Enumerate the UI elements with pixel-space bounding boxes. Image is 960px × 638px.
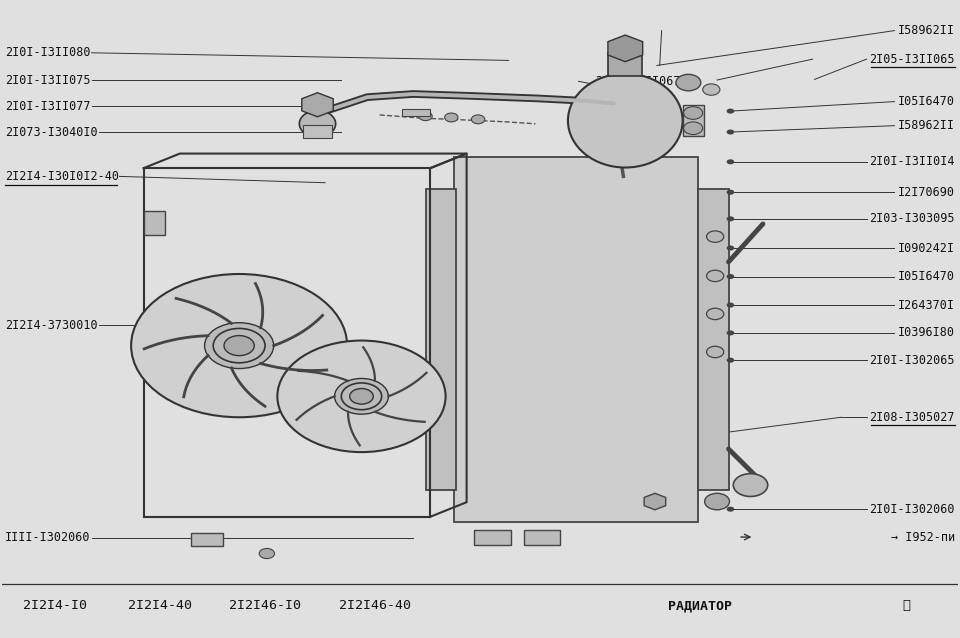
Text: 2I2I4-I0: 2I2I4-I0	[23, 599, 86, 612]
Circle shape	[727, 358, 734, 363]
Text: 2I05-I3II065: 2I05-I3II065	[870, 52, 955, 66]
Circle shape	[727, 130, 734, 135]
Text: 2I0I-I3II075: 2I0I-I3II075	[5, 73, 90, 87]
Text: I58962II: I58962II	[898, 24, 955, 37]
Text: I2I70690: I2I70690	[898, 186, 955, 198]
Circle shape	[707, 346, 724, 358]
Circle shape	[707, 271, 724, 281]
Circle shape	[277, 341, 445, 452]
Text: 䘃: 䘃	[902, 599, 910, 612]
Bar	[608, 54, 642, 76]
Text: → I952-пи: → I952-пи	[891, 531, 955, 544]
Bar	[474, 530, 511, 545]
Text: 2I0I-I302060: 2I0I-I302060	[870, 503, 955, 516]
Text: 2I0I-I3II077: 2I0I-I3II077	[5, 100, 90, 112]
Circle shape	[703, 84, 720, 95]
Text: 2I073-I3040I0: 2I073-I3040I0	[5, 126, 98, 138]
Text: 2I2I4-I30I0I2-40: 2I2I4-I30I0I2-40	[5, 170, 119, 183]
Text: 2I2I4-40: 2I2I4-40	[128, 599, 192, 612]
Circle shape	[727, 274, 734, 279]
Circle shape	[727, 246, 734, 251]
Text: РАДИАТОР: РАДИАТОР	[668, 599, 732, 612]
Text: I05I6470: I05I6470	[898, 270, 955, 283]
Circle shape	[684, 107, 703, 119]
Text: 2I0I-I302065: 2I0I-I302065	[870, 353, 955, 367]
Text: I090242I: I090242I	[898, 242, 955, 255]
Circle shape	[727, 507, 734, 512]
Circle shape	[727, 189, 734, 195]
Circle shape	[419, 112, 432, 121]
Bar	[144, 168, 430, 517]
Bar	[683, 105, 704, 137]
Text: 2I03-I303095: 2I03-I303095	[870, 212, 955, 225]
Bar	[303, 125, 332, 138]
Text: I05I6470: I05I6470	[898, 95, 955, 108]
Text: 2I0I-I3II080: 2I0I-I3II080	[5, 47, 90, 59]
Circle shape	[132, 274, 348, 417]
Bar	[698, 189, 729, 490]
Text: 2I2I46-I0: 2I2I46-I0	[228, 599, 300, 612]
Bar	[191, 533, 223, 546]
Circle shape	[471, 115, 485, 124]
Text: I264370I: I264370I	[898, 299, 955, 311]
Circle shape	[676, 75, 701, 91]
Circle shape	[707, 308, 724, 320]
Bar	[454, 158, 698, 522]
Bar	[144, 211, 164, 235]
Text: 2I08-I305027: 2I08-I305027	[870, 411, 955, 424]
Circle shape	[684, 122, 703, 135]
Text: I58962II: I58962II	[898, 119, 955, 132]
Circle shape	[259, 549, 275, 559]
Ellipse shape	[300, 110, 336, 137]
Circle shape	[727, 160, 734, 165]
Circle shape	[727, 302, 734, 308]
Circle shape	[727, 330, 734, 336]
Circle shape	[733, 473, 768, 496]
Circle shape	[707, 231, 724, 242]
Bar	[401, 108, 430, 116]
Text: 2I0I-I3II067: 2I0I-I3II067	[595, 75, 681, 88]
Bar	[425, 189, 456, 490]
Circle shape	[705, 493, 730, 510]
Ellipse shape	[568, 74, 683, 168]
Text: 2I2I4-3730010: 2I2I4-3730010	[5, 319, 98, 332]
Text: IIII-I302060: IIII-I302060	[5, 531, 90, 544]
Circle shape	[727, 108, 734, 114]
Circle shape	[335, 378, 389, 414]
Text: 2I0I-I3II0I4: 2I0I-I3II0I4	[870, 155, 955, 168]
Bar	[524, 530, 561, 545]
Text: I0396I80: I0396I80	[898, 327, 955, 339]
Circle shape	[349, 389, 373, 404]
Text: 2I2I46-40: 2I2I46-40	[339, 599, 411, 612]
Circle shape	[444, 113, 458, 122]
Circle shape	[224, 336, 254, 355]
Circle shape	[727, 216, 734, 221]
Text: 2I08-I305029: 2I08-I305029	[632, 440, 717, 452]
Circle shape	[204, 323, 274, 369]
